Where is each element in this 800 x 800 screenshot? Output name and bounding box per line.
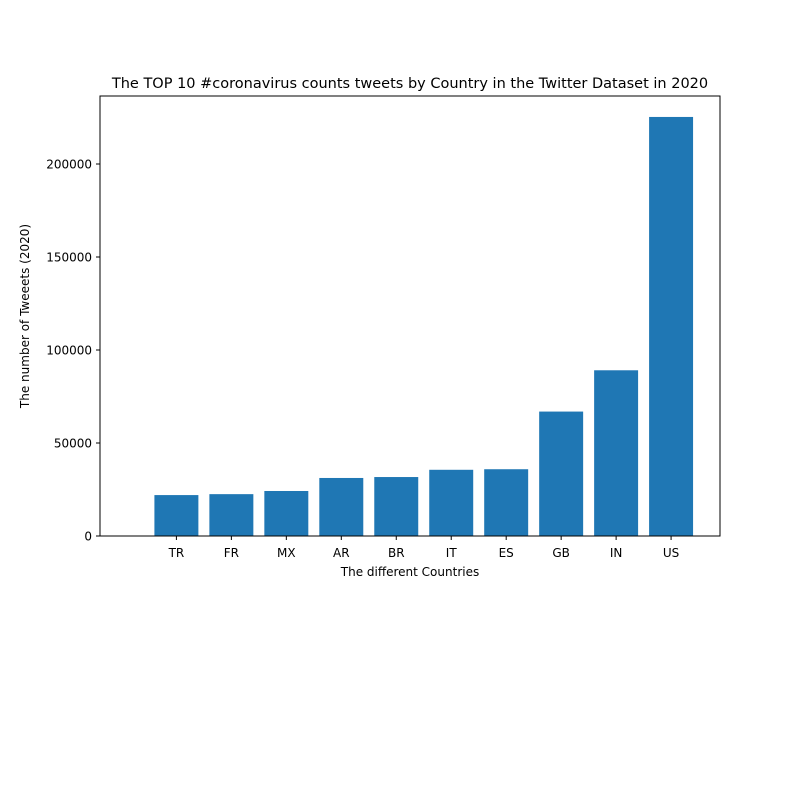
y-tick-label: 0	[84, 530, 92, 544]
bar-tr	[154, 495, 199, 536]
bar-mx	[264, 490, 309, 536]
plot-frame	[99, 95, 721, 537]
chart-title: The TOP 10 #coronavirus counts tweets by…	[111, 76, 708, 92]
x-tick-label: AR	[333, 546, 350, 560]
bar-gb	[539, 411, 584, 536]
x-axis-label: The different Countries	[340, 565, 479, 579]
x-tick-label: TR	[168, 546, 185, 560]
x-tick-label: ES	[499, 546, 514, 560]
y-tick-label: 150000	[46, 251, 92, 265]
bar-us	[649, 116, 694, 536]
bar-ar	[319, 477, 364, 536]
y-tick-label: 50000	[54, 437, 92, 451]
y-axis-label: The number of Tweeets (2020)	[18, 224, 32, 409]
y-tick-label: 200000	[46, 158, 92, 172]
x-tick-label: IN	[610, 546, 623, 560]
y-tick-label: 100000	[46, 344, 92, 358]
bars-layer	[154, 116, 694, 536]
bar-in	[594, 370, 639, 536]
x-axis: TR FR MX AR BR IT ES GB IN US	[168, 536, 679, 560]
x-tick-label: BR	[388, 546, 405, 560]
x-tick-label: MX	[277, 546, 296, 560]
bar-fr	[209, 494, 254, 536]
bar-es	[484, 469, 529, 536]
x-tick-label: US	[663, 546, 679, 560]
y-axis: 0 50000 100000 150000 200000	[46, 158, 100, 544]
x-tick-label: FR	[224, 546, 239, 560]
bar-br	[374, 477, 419, 536]
x-tick-label: GB	[552, 546, 570, 560]
x-tick-label: IT	[446, 546, 458, 560]
bar-it	[429, 469, 474, 536]
